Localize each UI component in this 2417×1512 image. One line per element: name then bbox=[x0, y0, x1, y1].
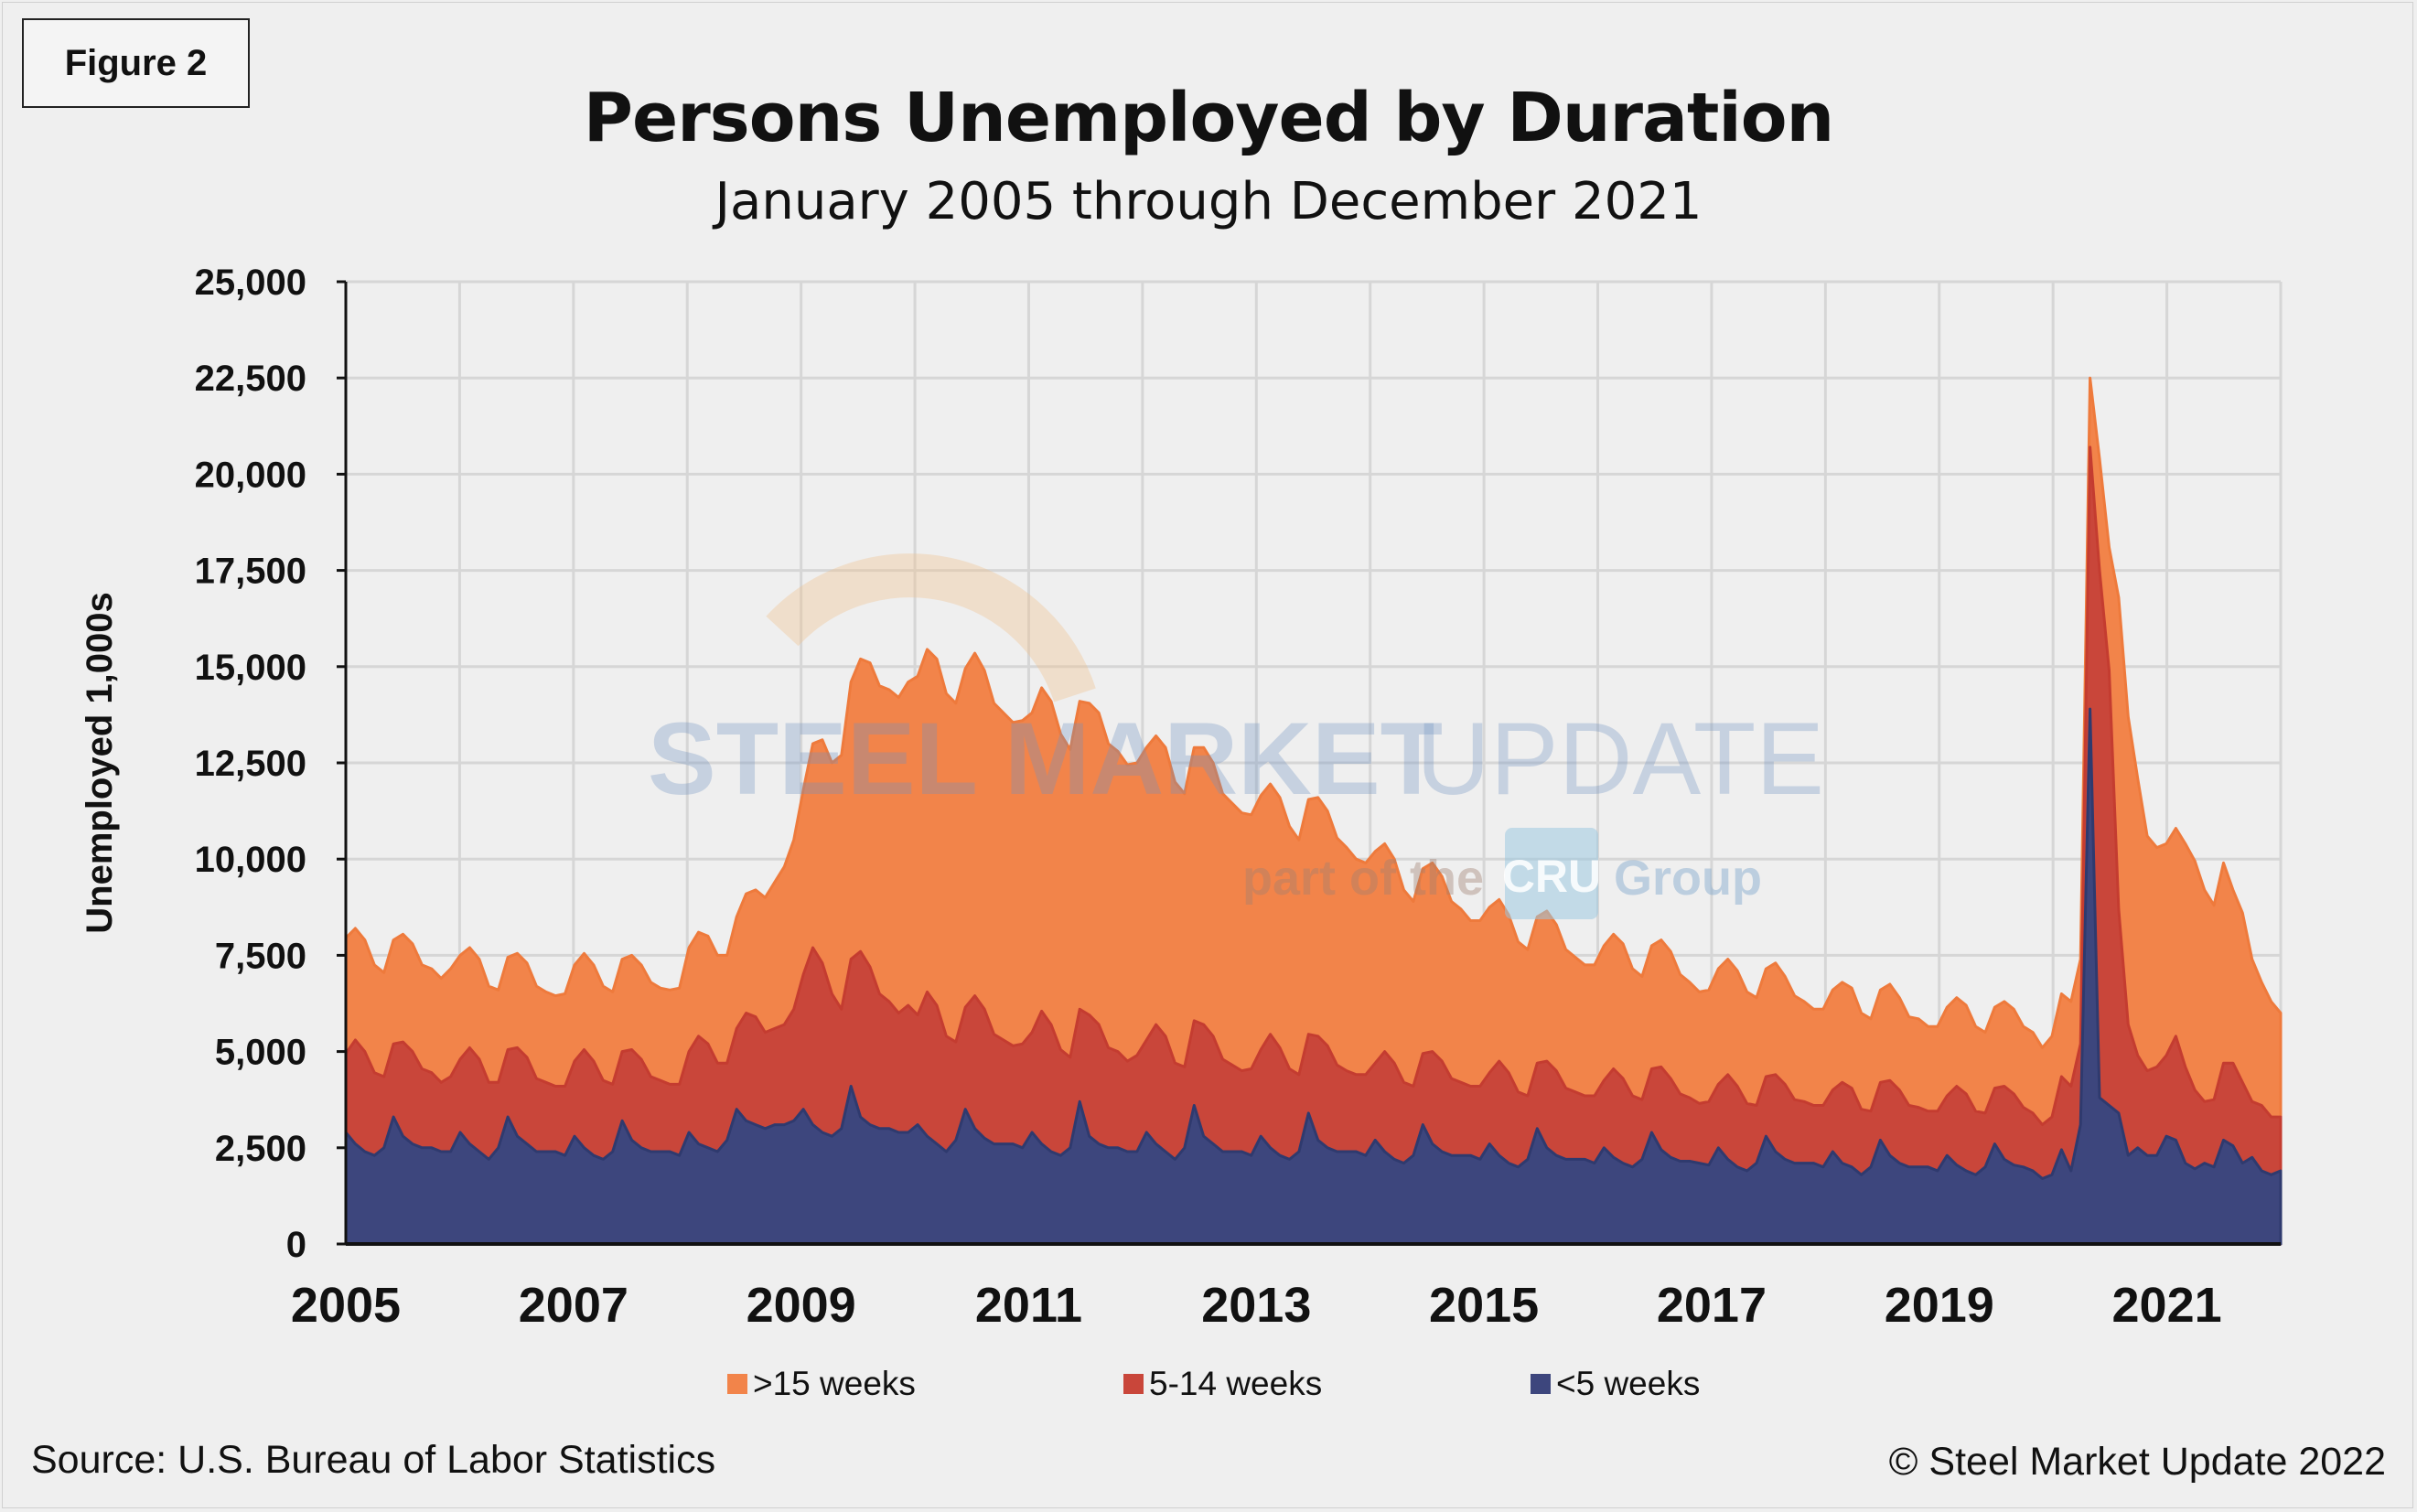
area-5-14-weeks bbox=[344, 445, 2283, 1246]
x-tick-label: 2007 bbox=[519, 1278, 628, 1333]
x-tick-label: 2005 bbox=[291, 1278, 401, 1333]
watermark-cru-box bbox=[1505, 828, 1598, 919]
x-tick-label: 2013 bbox=[1201, 1278, 1311, 1333]
y-tick-label: 0 bbox=[286, 1225, 306, 1265]
watermark-brand-light: UPDATE bbox=[1416, 702, 1824, 816]
watermark-group: Group bbox=[1614, 851, 1762, 906]
legend-label-gt15: >15 weeks bbox=[753, 1365, 916, 1402]
axes bbox=[337, 280, 2281, 1246]
stacked-areas bbox=[344, 376, 2283, 1246]
watermark-cru: CRU bbox=[1502, 851, 1601, 902]
legend-item-5-14: 5-14 weeks bbox=[1123, 1365, 1322, 1403]
y-tick-label: 10,000 bbox=[195, 840, 306, 880]
y-tick-label: 7,500 bbox=[215, 936, 306, 976]
legend-swatch-lt5 bbox=[1531, 1374, 1551, 1394]
x-tick-label: 2009 bbox=[747, 1278, 856, 1333]
source-note: Source: U.S. Bureau of Labor Statistics bbox=[31, 1438, 716, 1482]
legend-label-lt5: <5 weeks bbox=[1556, 1365, 1701, 1402]
y-tick-label: 5,000 bbox=[215, 1033, 306, 1073]
y-tick-label: 22,500 bbox=[195, 359, 306, 399]
legend-swatch-5-14 bbox=[1123, 1374, 1144, 1394]
legend-label-5-14: 5-14 weeks bbox=[1149, 1365, 1323, 1402]
y-axis-title: Unemployed 1,000s bbox=[80, 592, 120, 934]
x-tick-label: 2021 bbox=[2112, 1278, 2222, 1333]
chart-subtitle: January 2005 through December 2021 bbox=[714, 172, 1703, 231]
y-tick-label: 15,000 bbox=[195, 648, 306, 688]
y-tick-label: 2,500 bbox=[215, 1129, 306, 1169]
x-tick-label: 2015 bbox=[1429, 1278, 1539, 1333]
y-tick-label: 12,500 bbox=[195, 744, 306, 784]
x-tick-label: 2011 bbox=[975, 1278, 1082, 1333]
copyright-note: © Steel Market Update 2022 bbox=[1888, 1440, 2386, 1484]
legend-item-lt5: <5 weeks bbox=[1531, 1365, 1700, 1403]
x-tick-label: 2017 bbox=[1657, 1278, 1767, 1333]
figure-label: Figure 2 bbox=[22, 18, 250, 108]
y-tick-labels: 0 2,500 5,000 7,500 10,000 12,500 15,000 17,500… bbox=[195, 263, 306, 1265]
x-tick-label: 2019 bbox=[1885, 1278, 1994, 1333]
y-tick-label: 17,500 bbox=[195, 552, 306, 592]
watermark-brand-bold: STEEL MARKET bbox=[648, 702, 1443, 816]
x-tick-labels: 2005 2007 2009 2011 2013 2015 2017 2019 2021 bbox=[291, 1278, 2222, 1333]
watermark: STEEL MARKET UPDATE part of the CRU Grou… bbox=[648, 702, 1824, 919]
area-lt5-weeks bbox=[344, 707, 2283, 1246]
legend-swatch-gt15 bbox=[727, 1374, 747, 1394]
watermark-tagline: part of the bbox=[1242, 851, 1484, 906]
legend-item-gt15: >15 weeks bbox=[727, 1365, 916, 1403]
y-tick-label: 20,000 bbox=[195, 455, 306, 495]
y-tick-label: 25,000 bbox=[195, 263, 306, 303]
chart-title: Persons Unemployed by Duration bbox=[583, 79, 1834, 157]
